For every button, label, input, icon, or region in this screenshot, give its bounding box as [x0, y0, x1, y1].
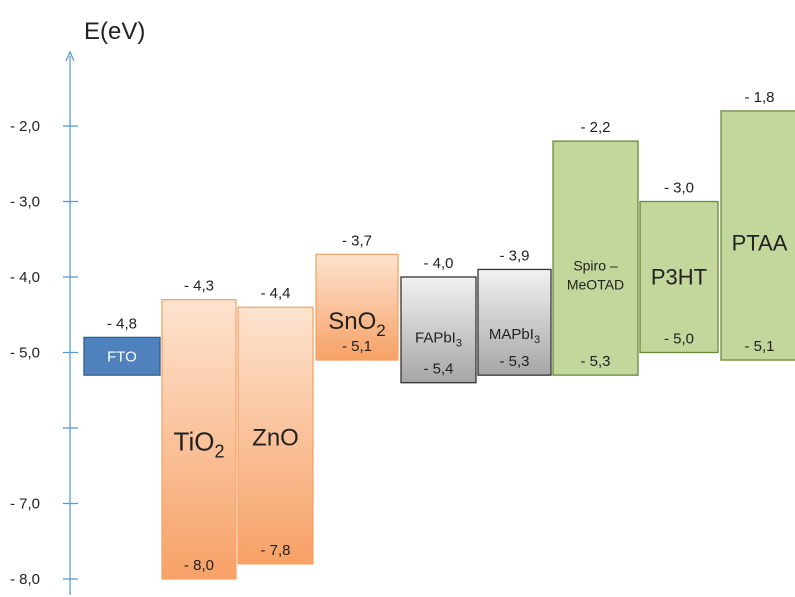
band-fapbi3-bottom-label: - 5,4 [423, 361, 453, 378]
band-fto-top-label: - 4,8 [107, 315, 137, 332]
band-tio2-name-text: TiO [174, 427, 215, 457]
band-mapbi3-name: MAPbI3 [489, 326, 540, 346]
band-sno2: - 3,7 SnO2- 5,1 [315, 232, 399, 361]
band-ptaa-bottom-label: - 5,1 [744, 338, 774, 355]
band-ptaa: - 1,8 PTAA - 5,1 [720, 89, 795, 361]
band-fapbi3-bar [400, 276, 477, 384]
band-p3ht-bottom-label: - 5,0 [664, 331, 694, 348]
band-sno2-name-text: SnO [328, 308, 376, 335]
band-spiro-name-line2: MeOTAD [567, 276, 624, 292]
band-mapbi3-bottom-label: - 5,3 [499, 353, 529, 370]
axis-tick-label: - 3,0 [10, 194, 40, 211]
band-mapbi3-bar [477, 268, 552, 376]
band-mapbi3-name-subscript: 3 [534, 334, 540, 346]
band-zno-name-text: ZnO [252, 424, 299, 451]
band-spiro-bottom-label: - 5,3 [580, 353, 610, 370]
band-p3ht-bar [639, 200, 719, 354]
axis-title: E(eV) [84, 18, 145, 45]
band-zno-name: ZnO [252, 424, 299, 451]
band-fapbi3-top-label: - 4,0 [423, 255, 453, 272]
band-fto-name: FTO [107, 349, 137, 366]
band-zno-bottom-label: - 7,8 [260, 542, 290, 559]
axis-tick-label: - 5,0 [10, 345, 40, 362]
band-mapbi3: - 3,9 MAPbI3 - 5,3 [477, 247, 552, 376]
band-ptaa-name: PTAA [732, 231, 788, 256]
band-p3ht: - 3,0 P3HT - 5,0 [639, 180, 719, 354]
band-sno2-name-subscript: 2 [376, 321, 385, 340]
band-ptaa-top-label: - 1,8 [744, 89, 774, 106]
band-p3ht-name-text: P3HT [651, 265, 707, 290]
band-p3ht-top-label: - 3,0 [664, 180, 694, 197]
band-ptaa-name-text: PTAA [732, 231, 788, 256]
band-p3ht-name: P3HT [651, 265, 707, 290]
axis-arrow-icon [65, 50, 75, 62]
band-fapbi3-name-text: FAPbI [415, 330, 456, 347]
band-mapbi3-top-label: - 3,9 [499, 247, 529, 264]
band-sno2-name: SnO2 [328, 308, 386, 340]
axis-tick-label: - 2,0 [10, 118, 40, 135]
band-spiro-bar [552, 140, 639, 376]
band-tio2: - 4,3 TiO2 - 8,0 [161, 278, 237, 580]
band-mapbi3-name-text: MAPbI [489, 326, 534, 343]
band-tio2-top-label: - 4,3 [184, 278, 214, 295]
band-zno-top-label: - 4,4 [260, 285, 290, 302]
band-fto-bar [83, 336, 161, 376]
band-fto-name-text: FTO [107, 349, 137, 366]
band-tio2-bottom-label: - 8,0 [184, 557, 214, 574]
band-fapbi3-name-subscript: 3 [456, 338, 462, 350]
band-fto: - 4,8 FTO [83, 315, 161, 376]
band-spiro: - 2,2 Spiro – MeOTAD - 5,3 [552, 119, 639, 376]
band-sno2-top-label: - 3,7 [342, 232, 372, 249]
band-tio2-name: TiO2 [174, 427, 225, 462]
band-fapbi3-name: FAPbI3 [415, 330, 462, 350]
band-spiro-name-text: Spiro – [573, 258, 618, 274]
band-sno2-bar [315, 253, 399, 361]
band-spiro-top-label: - 2,2 [580, 119, 610, 136]
band-sno2-bottom-label: - 5,1 [342, 338, 372, 355]
axis-tick-label: - 4,0 [10, 269, 40, 286]
band-tio2-bar [161, 298, 237, 580]
band-spiro-name: Spiro – [573, 258, 618, 274]
band-zno-bar [237, 306, 314, 565]
band-tio2-name-subscript: 2 [214, 442, 224, 462]
band-zno: - 4,4 ZnO - 7,8 [237, 285, 314, 565]
axis-tick-label: - 8,0 [10, 571, 40, 588]
band-ptaa-bar [720, 110, 795, 361]
energy-axis: - 2,0 - 3,0 - 4,0 - 5,0 - 7,0 - 8,0 [10, 50, 78, 595]
axis-tick-label: - 7,0 [10, 496, 40, 513]
